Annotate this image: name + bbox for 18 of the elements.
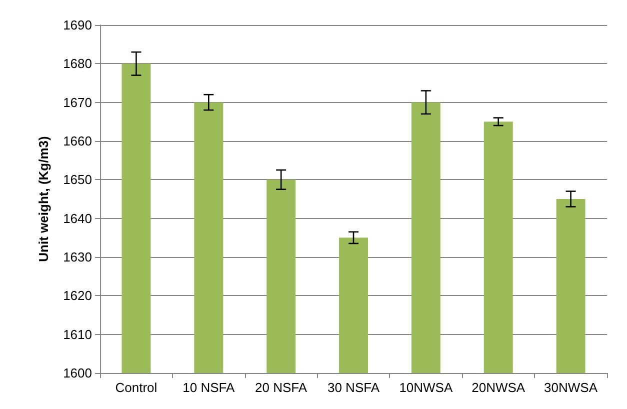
y-axis-title: Unit weight, (Kg/m3) <box>36 136 51 262</box>
y-tick-label: 1680 <box>63 56 92 72</box>
x-tick-label: Control <box>115 380 158 395</box>
y-tick-label: 1630 <box>63 250 92 264</box>
x-tick-label: 10 NSFA <box>182 380 235 395</box>
y-tick-label: 1610 <box>63 326 92 342</box>
y-tick-label: 1640 <box>63 210 92 226</box>
y-tick-label: 1670 <box>63 94 92 110</box>
x-tick-label: 20NWSA <box>472 380 526 395</box>
y-tick-label: 1650 <box>63 172 92 188</box>
x-tick-label: 10NWSA <box>399 380 453 395</box>
y-tick-label: 1600 <box>63 366 92 380</box>
x-tick-label: 30 NSFA <box>327 380 380 395</box>
x-tick-label: 20 NSFA <box>255 380 308 395</box>
y-tick-label: 1620 <box>63 288 92 304</box>
x-tick-label: 30NWSA <box>544 380 598 395</box>
y-tick-label: 1660 <box>63 134 92 148</box>
y-tick-label: 1690 <box>63 18 92 32</box>
